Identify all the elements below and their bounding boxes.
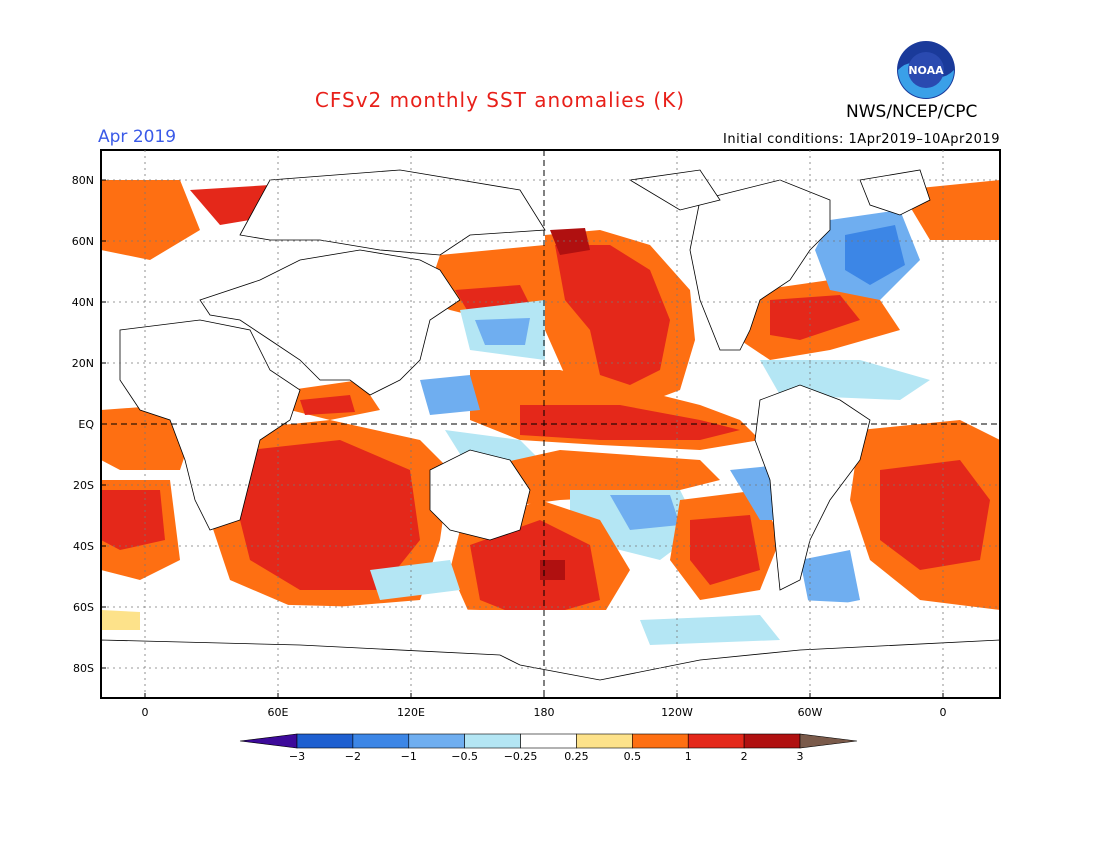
lat-label: 40N <box>72 296 94 309</box>
lat-label: 60S <box>73 601 94 614</box>
noaa-logo: NOAA <box>897 41 955 99</box>
colorbar-segment <box>632 733 689 749</box>
colorbar-tick-label: −0.5 <box>451 750 478 763</box>
colorbar-segment <box>520 733 577 749</box>
colorbar-tick-label: −3 <box>289 750 305 763</box>
lat-label: 80N <box>72 174 94 187</box>
lat-label: 40S <box>73 540 94 553</box>
colorbar-tick-label: 0.25 <box>564 750 589 763</box>
lat-label: 60N <box>72 235 94 248</box>
period-label: Apr 2019 <box>98 127 177 147</box>
colorbar-tick-label: 0.5 <box>624 750 642 763</box>
colorbar-max-arrow <box>799 733 858 749</box>
continents <box>101 169 1000 698</box>
colorbar-segment <box>687 733 745 749</box>
longitude-labels: 0 60E 120E 180 120W 60W 0 <box>142 693 947 719</box>
colorbar-segment <box>576 733 633 749</box>
lon-label: 120E <box>397 706 425 719</box>
lat-label: 20S <box>73 479 94 492</box>
colorbar-tick-label: 3 <box>797 750 804 763</box>
colorbar-tick-label: −2 <box>345 750 361 763</box>
colorbar-segment <box>408 733 465 749</box>
graticule <box>101 150 1000 698</box>
initial-conditions-label: Initial conditions: 1Apr2019–10Apr2019 <box>723 132 1000 147</box>
lon-label: 180 <box>534 706 555 719</box>
latitude-labels: 80N 60N 40N 20N EQ 20S 40S 60S 80S <box>72 174 106 675</box>
colorbar-tick-label: −0.25 <box>504 750 538 763</box>
svg-text:NOAA: NOAA <box>908 64 944 77</box>
lon-label: 120W <box>661 706 693 719</box>
lat-label: 80S <box>73 662 94 675</box>
colorbar-tick-label: −1 <box>401 750 417 763</box>
colorbar-segment <box>296 733 354 749</box>
lon-label: 60E <box>268 706 289 719</box>
colorbar-tick-label: 1 <box>685 750 692 763</box>
lon-label: 0 <box>142 706 149 719</box>
colorbar-segment <box>743 733 801 749</box>
colorbar <box>239 733 858 749</box>
colorbar-segment <box>464 733 521 749</box>
colorbar-segment <box>352 733 410 749</box>
agency-label: NWS/NCEP/CPC <box>846 102 978 122</box>
lat-label: 20N <box>72 357 94 370</box>
lat-label: EQ <box>78 418 94 431</box>
colorbar-labels: −3 −2 −1 −0.5 −0.25 0.25 0.5 1 2 3 <box>289 750 804 763</box>
lon-label: 60W <box>798 706 823 719</box>
map-title: CFSv2 monthly SST anomalies (K) <box>314 88 686 112</box>
colorbar-min-arrow <box>239 733 298 749</box>
colorbar-tick-label: 2 <box>741 750 748 763</box>
lon-label: 0 <box>940 706 947 719</box>
